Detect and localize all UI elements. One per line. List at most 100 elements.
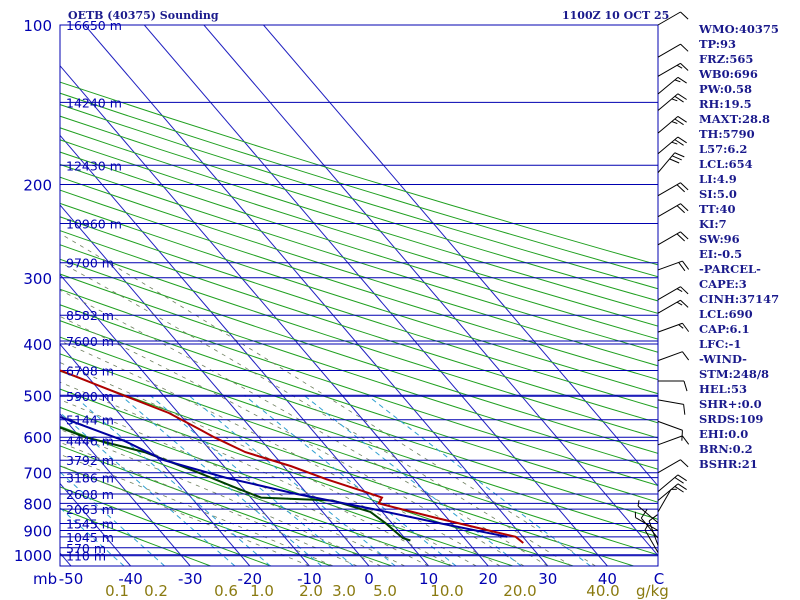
wind-barb-flag bbox=[676, 184, 685, 193]
height-label: 7600 m bbox=[66, 334, 114, 349]
height-label: 2608 m bbox=[66, 487, 114, 502]
wind-barb-flag bbox=[671, 98, 678, 102]
index-item: HEL:53 bbox=[699, 382, 747, 396]
wind-barb-staff bbox=[657, 76, 679, 95]
wind-barb-flag bbox=[677, 136, 687, 144]
wind-barb-flag bbox=[677, 93, 687, 100]
wind-barb-staff bbox=[657, 474, 679, 493]
wind-barb bbox=[657, 76, 687, 95]
index-item: CAP:6.1 bbox=[699, 322, 750, 336]
wind-barb-staff bbox=[657, 459, 681, 474]
wind-barb bbox=[657, 136, 687, 155]
index-item: EHI:0.0 bbox=[699, 427, 749, 441]
index-item: -PARCEL- bbox=[699, 262, 761, 276]
wind-barb-flag bbox=[680, 286, 689, 295]
dry-adiabat bbox=[60, 230, 658, 424]
dry-adiabat bbox=[60, 288, 658, 487]
wind-barb-staff bbox=[657, 136, 679, 155]
mixing-ratio-label: 20.0 bbox=[503, 582, 536, 600]
wind-barb-flag bbox=[682, 260, 690, 270]
wind-barb-staff bbox=[657, 152, 676, 173]
wind-barb-flag bbox=[680, 62, 689, 71]
wind-barb-flag bbox=[674, 95, 684, 103]
wind-barb-staff bbox=[657, 231, 681, 246]
wind-barb-flag bbox=[674, 139, 684, 146]
wind-barb-staff bbox=[648, 520, 659, 546]
index-item: TP:93 bbox=[699, 37, 737, 51]
wind-barb-flag bbox=[680, 203, 689, 212]
wind-barb bbox=[657, 488, 677, 513]
height-label: 110 m bbox=[66, 549, 106, 564]
wind-barb-staff bbox=[657, 116, 679, 134]
wind-barb-flag bbox=[678, 324, 684, 329]
dry-adiabat bbox=[60, 189, 658, 381]
pressure-tick-label: 1000 bbox=[14, 547, 52, 565]
wind-barb bbox=[657, 399, 686, 415]
moist-adiabat bbox=[60, 261, 572, 566]
index-item: CINH:37147 bbox=[699, 292, 780, 306]
index-item: LI:4.9 bbox=[699, 172, 737, 186]
wind-barb-flag bbox=[640, 509, 648, 519]
temperature-tick-label: 0 bbox=[364, 570, 374, 588]
dry-adiabat bbox=[60, 507, 211, 566]
wind-barb bbox=[657, 260, 690, 272]
index-item: TH:5790 bbox=[699, 127, 755, 141]
moist-adiabat bbox=[60, 289, 549, 566]
mixing-ratio-label: 3.0 bbox=[332, 582, 356, 600]
dry-adiabat bbox=[60, 353, 658, 556]
mixing-ratio-unit-label: g/kg bbox=[636, 582, 669, 600]
pressure-tick-label: 600 bbox=[23, 429, 52, 447]
isotherm-line bbox=[60, 204, 370, 566]
index-item: L57:6.2 bbox=[699, 142, 748, 156]
dry-adiabat bbox=[60, 425, 453, 566]
moist-adiabat bbox=[60, 399, 429, 566]
wind-barb-flag bbox=[683, 380, 688, 392]
mixing-ratio-line bbox=[244, 394, 457, 566]
wind-barb-flag bbox=[682, 351, 690, 361]
height-label: 1045 m bbox=[66, 530, 114, 545]
wind-barb bbox=[657, 62, 689, 77]
temperature-tick-label: -50 bbox=[59, 570, 84, 588]
dry-adiabat bbox=[60, 244, 658, 439]
pressure-tick-label: 900 bbox=[23, 523, 52, 541]
index-item: SRDS:109 bbox=[699, 412, 764, 426]
wind-barb-staff bbox=[657, 286, 681, 301]
mixing-ratio-label: 40.0 bbox=[586, 582, 619, 600]
index-item: BSHR:21 bbox=[699, 457, 758, 471]
index-item: SI:5.0 bbox=[699, 187, 737, 201]
dry-adiabat bbox=[60, 258, 658, 454]
height-label: 570 m bbox=[66, 541, 106, 556]
pressure-tick-label: 800 bbox=[23, 495, 52, 513]
isotherm-line bbox=[60, 134, 429, 566]
height-label: 5900 m bbox=[66, 389, 114, 404]
dry-adiabat bbox=[60, 320, 658, 520]
wind-barb-flag bbox=[680, 459, 689, 468]
wind-barb-flag bbox=[677, 474, 687, 482]
moist-adiabat bbox=[60, 233, 596, 566]
dry-adiabat bbox=[60, 388, 574, 566]
temperature-tick-label: -40 bbox=[118, 570, 143, 588]
wind-barb-flag bbox=[671, 141, 678, 145]
height-label: 6708 m bbox=[66, 364, 114, 379]
wind-barb-staff bbox=[657, 420, 683, 431]
wind-barb-flag bbox=[677, 76, 687, 84]
wind-barb-staff bbox=[640, 517, 659, 539]
index-item: SW:96 bbox=[699, 232, 740, 246]
height-label: 8582 m bbox=[66, 308, 114, 323]
index-item: RH:19.5 bbox=[699, 97, 752, 111]
index-item: -WIND- bbox=[699, 352, 747, 366]
wind-barb-flag bbox=[682, 435, 690, 445]
dry-adiabat bbox=[60, 139, 658, 327]
index-item: BRN:0.2 bbox=[699, 442, 753, 456]
pressure-tick-label: 400 bbox=[23, 336, 52, 354]
wind-barb-flag bbox=[682, 322, 690, 332]
mixing-ratio-label: 0.6 bbox=[214, 582, 238, 600]
isotherm-line bbox=[143, 25, 608, 566]
wind-barb bbox=[657, 459, 689, 474]
pressure-tick-label: 200 bbox=[23, 176, 52, 194]
wind-barb-staff bbox=[657, 299, 681, 314]
moist-adiabat bbox=[60, 429, 382, 566]
wind-barb bbox=[657, 182, 689, 197]
index-item: LCL:654 bbox=[699, 157, 753, 171]
